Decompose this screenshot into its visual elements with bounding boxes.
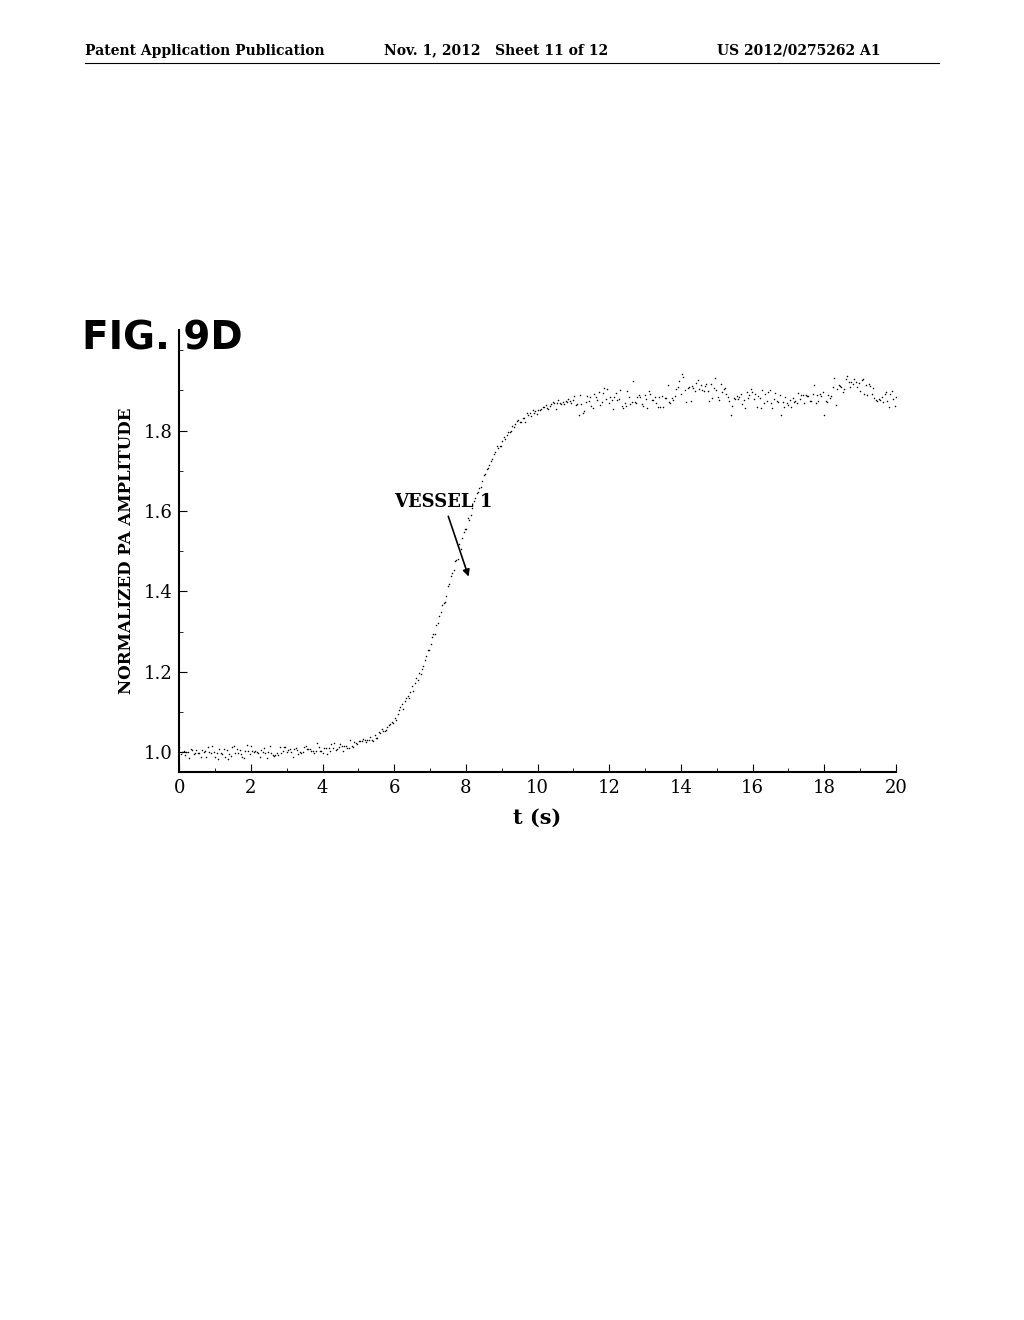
X-axis label: t (s): t (s) xyxy=(513,808,562,828)
Y-axis label: NORMALIZED PA AMPLITUDE: NORMALIZED PA AMPLITUDE xyxy=(118,408,135,694)
Text: FIG. 9D: FIG. 9D xyxy=(82,319,243,358)
Text: US 2012/0275262 A1: US 2012/0275262 A1 xyxy=(717,44,881,58)
Text: Nov. 1, 2012   Sheet 11 of 12: Nov. 1, 2012 Sheet 11 of 12 xyxy=(384,44,608,58)
Text: VESSEL 1: VESSEL 1 xyxy=(394,492,493,574)
Text: Patent Application Publication: Patent Application Publication xyxy=(85,44,325,58)
